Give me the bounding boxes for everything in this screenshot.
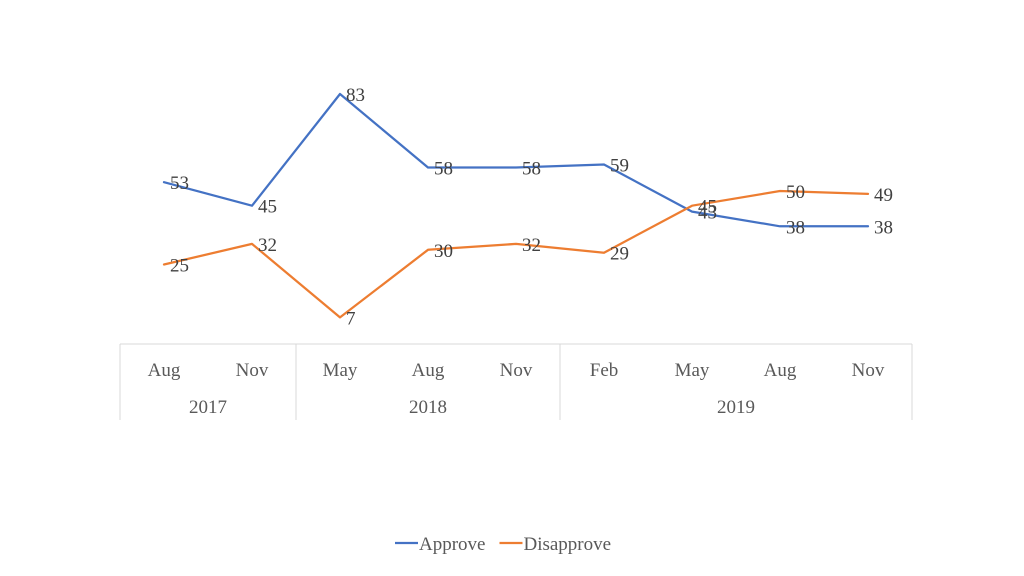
x-tick-label-month-7: Aug (764, 360, 797, 381)
x-tick-label-month-8: Nov (852, 360, 885, 381)
legend: Approve Disapprove (395, 534, 611, 555)
legend-label-disapprove: Disapprove (523, 534, 611, 555)
data-label-approve-0: 53 (170, 173, 189, 194)
data-label-approve-8: 38 (874, 217, 893, 238)
data-labels: 53 45 83 58 58 59 43 38 38 25 32 7 30 32 29 45 50 49 (170, 85, 893, 329)
legend-label-approve: Approve (419, 534, 485, 555)
data-label-disapprove-0: 25 (170, 256, 189, 277)
plot-lines (162, 92, 870, 319)
x-axis: Aug Nov May Aug Nov Feb May Aug Nov 2017 2018 2019 (119, 343, 913, 420)
data-label-disapprove-6: 45 (698, 197, 717, 218)
data-label-disapprove-3: 30 (434, 241, 453, 262)
x-tick-label-year-0: 2017 (189, 397, 227, 418)
data-label-disapprove-1: 32 (258, 235, 277, 256)
data-label-disapprove-4: 32 (522, 235, 541, 256)
data-label-disapprove-8: 49 (874, 185, 893, 206)
data-label-disapprove-5: 29 (610, 244, 629, 265)
data-label-approve-4: 58 (522, 159, 541, 180)
data-label-disapprove-7: 50 (786, 182, 805, 203)
x-tick-label-month-5: Feb (590, 360, 619, 381)
data-label-approve-5: 59 (610, 156, 629, 177)
data-label-approve-1: 45 (258, 197, 277, 218)
x-tick-label-month-4: Nov (500, 360, 533, 381)
data-label-approve-3: 58 (434, 159, 453, 180)
data-label-approve-7: 38 (786, 217, 805, 238)
data-label-approve-2: 83 (346, 85, 365, 106)
x-tick-label-month-1: Nov (236, 360, 269, 381)
x-tick-label-month-6: May (675, 360, 710, 381)
x-tick-label-year-1: 2018 (409, 397, 447, 418)
data-label-approve-6: 43 (698, 203, 717, 224)
series-line-approve (162, 92, 870, 228)
data-label-disapprove-2: 7 (346, 308, 356, 329)
x-tick-label-year-2: 2019 (717, 397, 755, 418)
x-tick-label-month-3: Aug (412, 360, 445, 381)
x-tick-label-month-0: Aug (148, 360, 181, 381)
x-tick-label-month-2: May (323, 360, 358, 381)
series-line-disapprove (162, 189, 870, 319)
